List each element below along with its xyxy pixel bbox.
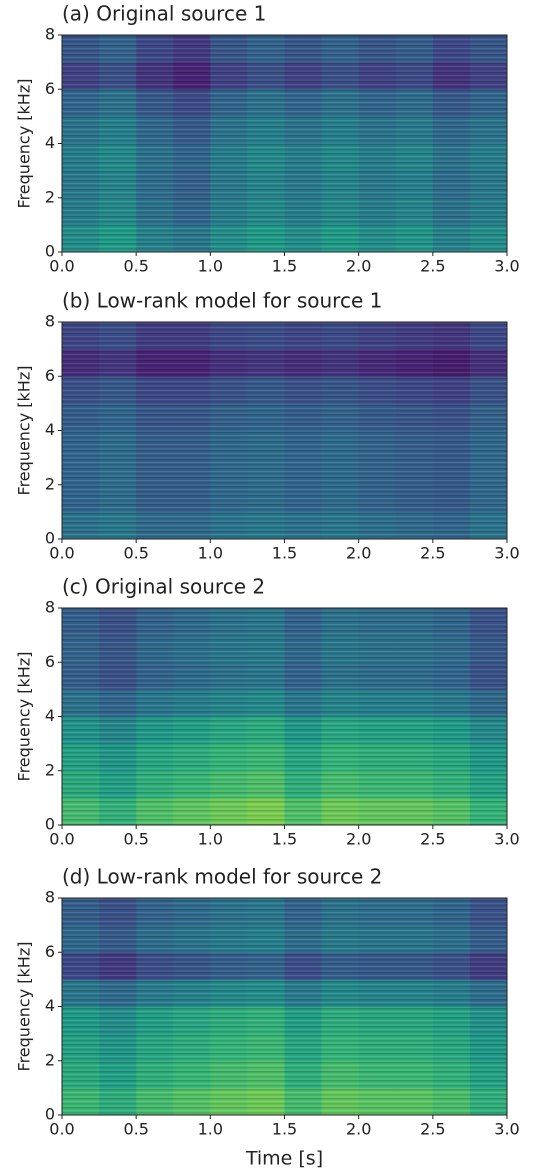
x-tick-label: 3.0 [494, 544, 519, 563]
x-tick-label: 2.5 [420, 544, 445, 563]
y-tick-label: 6 [45, 366, 55, 385]
y-tick-label: 2 [45, 1050, 55, 1069]
x-tick-label: 1.5 [272, 544, 297, 563]
y-tick-label: 6 [45, 652, 55, 671]
y-tick-label: 6 [45, 79, 55, 98]
x-tick-label: 3.0 [494, 1120, 519, 1139]
x-tick-label: 1.0 [198, 544, 223, 563]
x-tick-label: 3.0 [494, 257, 519, 276]
x-tick-label: 1.5 [272, 1120, 297, 1139]
y-tick-label: 2 [45, 187, 55, 206]
y-tick-label: 4 [45, 133, 55, 152]
y-tick-label: 6 [45, 942, 55, 961]
x-tick-label: 1.0 [198, 257, 223, 276]
panel-title: (d) Low-rank model for source 2 [62, 865, 382, 889]
y-tick-label: 8 [45, 888, 55, 907]
x-tick-label: 2.0 [346, 830, 371, 849]
y-axis-label: Frequency [kHz] [15, 942, 34, 1072]
y-tick-label: 2 [45, 474, 55, 493]
y-tick-label: 8 [45, 312, 55, 331]
x-tick-label: 1.0 [198, 1120, 223, 1139]
y-axis-label: Frequency [kHz] [15, 366, 34, 496]
x-tick-label: 2.0 [346, 544, 371, 563]
x-tick-label: 2.5 [420, 257, 445, 276]
x-tick-label: 1.0 [198, 830, 223, 849]
x-tick-label: 2.5 [420, 1120, 445, 1139]
x-axis-label: Time [s] [245, 1148, 323, 1170]
y-tick-label: 8 [45, 598, 55, 617]
x-tick-label: 2.0 [346, 1120, 371, 1139]
x-tick-label: 0.0 [49, 830, 74, 849]
y-tick-label: 0 [45, 815, 55, 834]
panel-title: (a) Original source 1 [62, 2, 266, 26]
x-tick-label: 1.5 [272, 830, 297, 849]
x-tick-label: 1.5 [272, 257, 297, 276]
x-tick-label: 0.5 [123, 830, 148, 849]
y-tick-label: 4 [45, 420, 55, 439]
texture [62, 322, 507, 539]
x-tick-label: 0.0 [49, 544, 74, 563]
y-axis-label: Frequency [kHz] [15, 79, 34, 209]
y-axis-label: Frequency [kHz] [15, 652, 34, 782]
y-tick-label: 0 [45, 1105, 55, 1124]
x-tick-label: 2.5 [420, 830, 445, 849]
y-tick-label: 0 [45, 529, 55, 548]
y-tick-label: 4 [45, 996, 55, 1015]
texture [62, 608, 507, 825]
texture [62, 898, 507, 1115]
panel-title: (b) Low-rank model for source 1 [62, 289, 382, 313]
y-tick-label: 4 [45, 706, 55, 725]
y-tick-label: 0 [45, 242, 55, 261]
texture [62, 35, 507, 252]
x-tick-label: 0.5 [123, 1120, 148, 1139]
panel-title: (c) Original source 2 [62, 575, 265, 599]
x-tick-label: 3.0 [494, 830, 519, 849]
x-tick-label: 0.5 [123, 257, 148, 276]
x-tick-label: 0.0 [49, 257, 74, 276]
y-tick-label: 8 [45, 25, 55, 44]
x-tick-label: 2.0 [346, 257, 371, 276]
y-tick-label: 2 [45, 760, 55, 779]
x-tick-label: 0.5 [123, 544, 148, 563]
x-tick-label: 0.0 [49, 1120, 74, 1139]
